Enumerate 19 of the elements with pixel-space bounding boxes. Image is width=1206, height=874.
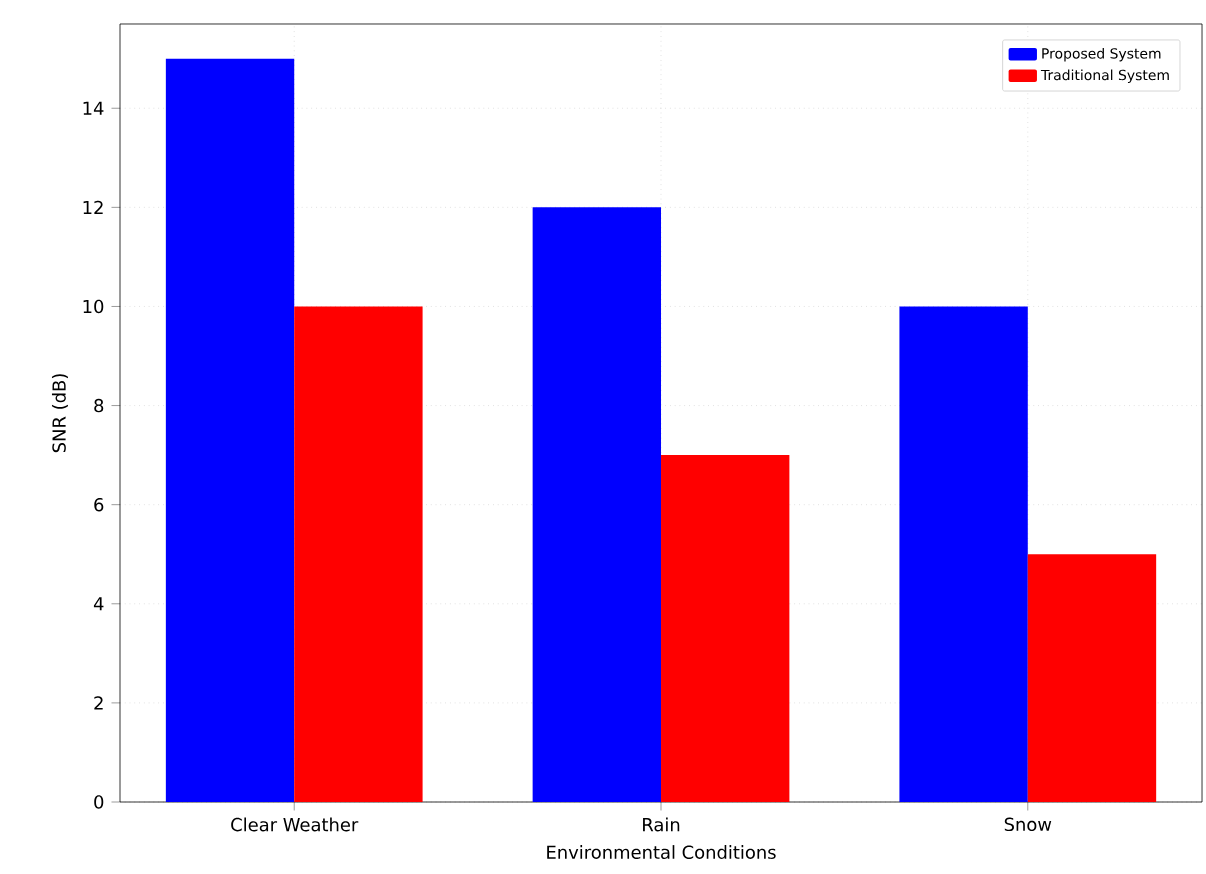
x-tick-label: Snow — [1004, 817, 1052, 832]
y-axis-title: SNR (dB) — [51, 374, 68, 453]
y-tick-label: 14 — [83, 101, 104, 115]
y-tick-label: 8 — [94, 398, 104, 413]
bar — [661, 455, 790, 802]
y-tick-label: 0 — [94, 795, 104, 809]
y-tick-label: 12 — [83, 200, 103, 214]
x-axis-title: Environmental Conditions — [547, 845, 776, 859]
y-tick-label: 4 — [93, 597, 104, 611]
bar — [165, 58, 295, 802]
bar — [294, 306, 423, 802]
y-tick-label: 6 — [94, 497, 104, 512]
x-tick-label: Rain — [643, 817, 680, 832]
bar — [532, 207, 662, 802]
y-tick-label: 10 — [83, 299, 104, 314]
bar — [1027, 554, 1157, 802]
bar — [899, 306, 1028, 802]
y-tick-label: 2 — [94, 696, 103, 710]
x-tick-label: Clear Weather — [231, 817, 359, 832]
